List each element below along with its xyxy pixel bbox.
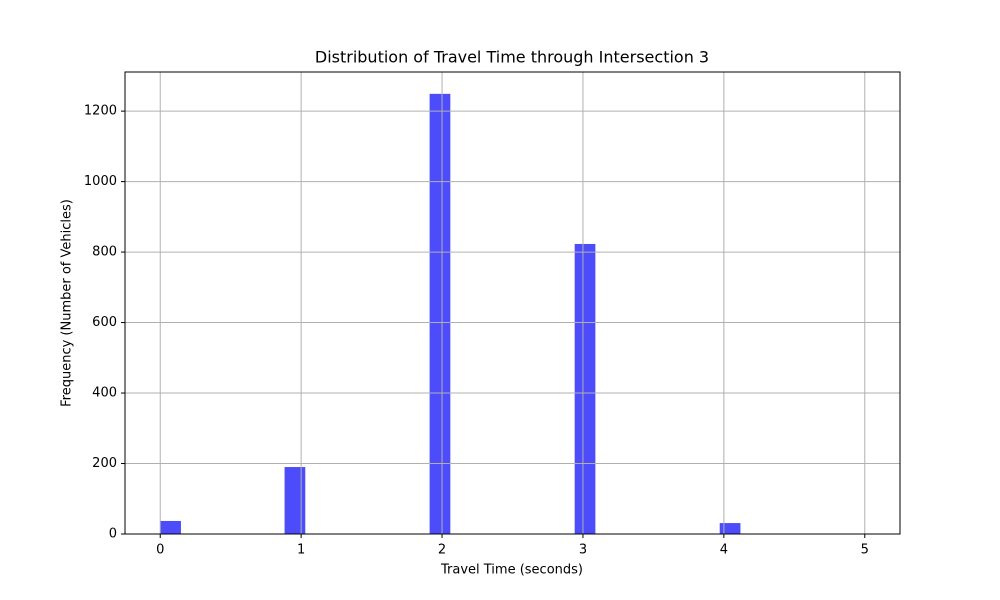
bar (719, 523, 741, 534)
y-tick-label: 1200 (84, 104, 117, 119)
x-tick-label: 5 (861, 543, 869, 558)
x-tick-label: 2 (438, 543, 446, 558)
bar (429, 93, 451, 534)
y-axis-label: Frequency (Number of Vehicles) (60, 199, 75, 407)
y-tick-label: 400 (92, 386, 117, 401)
bar (284, 467, 306, 534)
y-tick-label: 600 (92, 315, 117, 330)
bar (160, 520, 181, 534)
chart-title: Distribution of Travel Time through Inte… (315, 48, 709, 67)
y-tick-label: 800 (92, 245, 117, 260)
y-tick-label: 1000 (84, 174, 117, 189)
x-tick-label: 1 (297, 543, 305, 558)
x-tick-label: 0 (156, 543, 164, 558)
x-tick-label: 4 (720, 543, 728, 558)
bar (574, 243, 596, 534)
y-tick-label: 200 (92, 456, 117, 471)
x-axis-label: Travel Time (seconds) (440, 563, 583, 578)
plot-frame (124, 71, 901, 535)
x-tick-label: 3 (579, 543, 587, 558)
y-tick-label: 0 (109, 527, 117, 542)
